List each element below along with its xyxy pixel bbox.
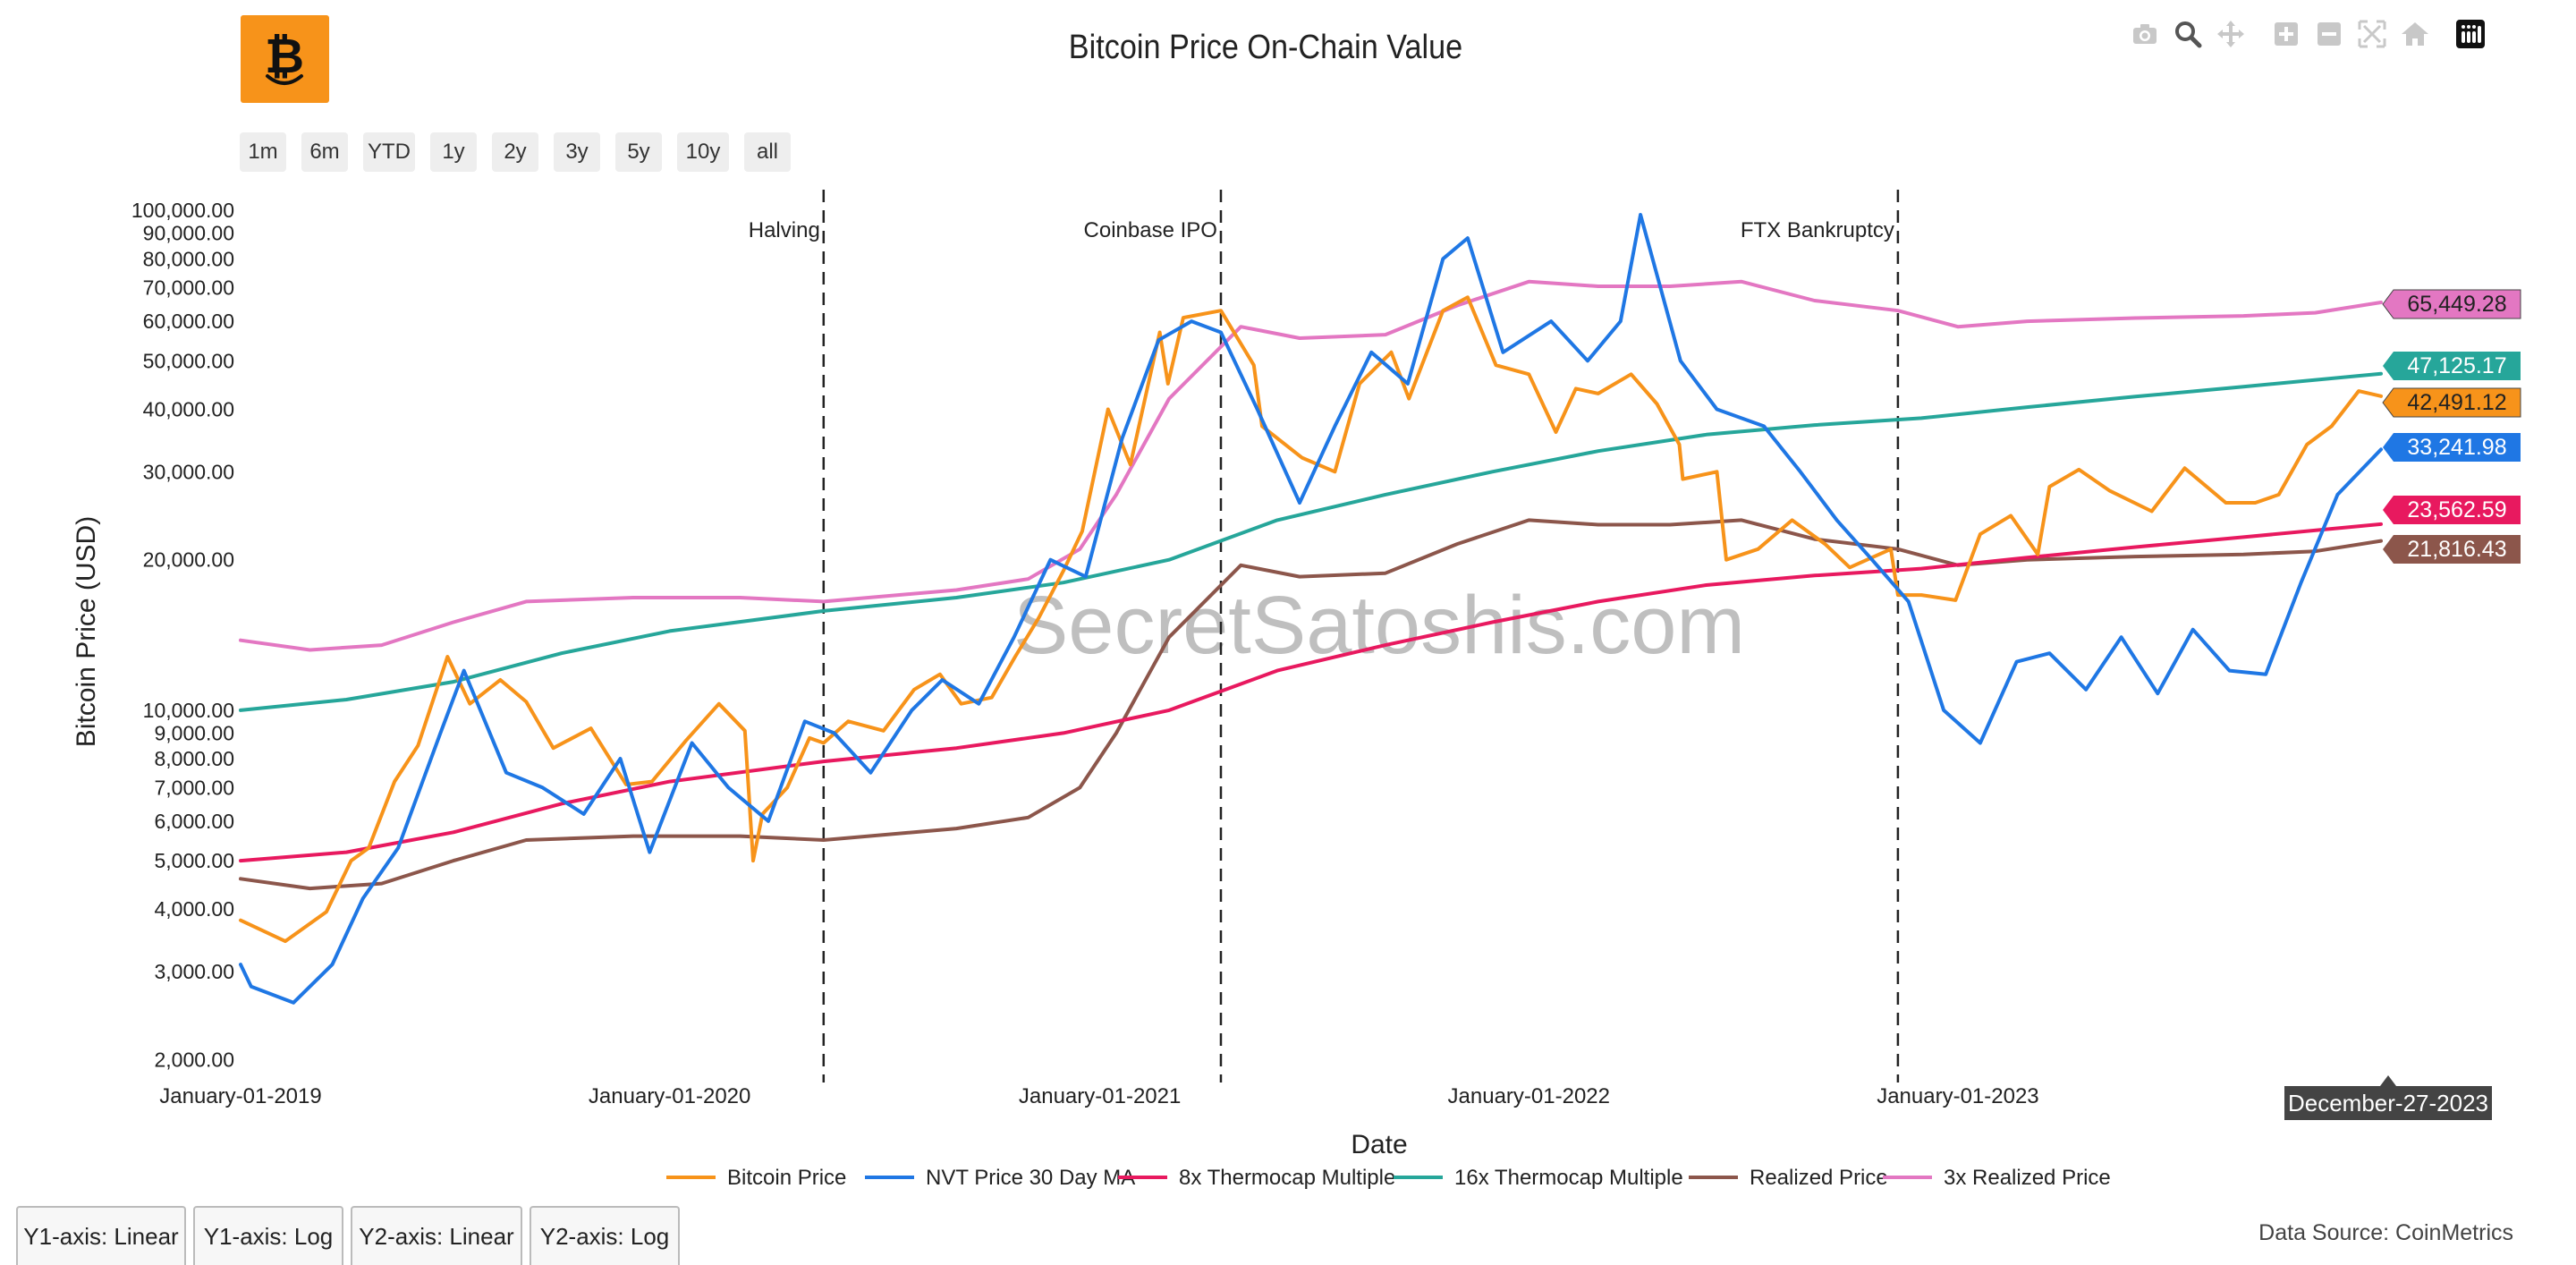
watermark: SecretSatoshis.com xyxy=(1013,580,1745,671)
legend-label: 16x Thermocap Multiple xyxy=(1454,1166,1683,1190)
series-line-3x-realized-price xyxy=(239,279,2383,652)
bitcoin-logo-icon: ₿ xyxy=(265,30,304,85)
y-tick-label: 2,000.00 xyxy=(154,1048,234,1071)
y-tick-label: 9,000.00 xyxy=(154,721,234,744)
logo: ₿ xyxy=(241,15,329,103)
last-value-label: 65,449.28 xyxy=(2382,289,2521,319)
x-tick-label: January-01-2023 xyxy=(1877,1084,2038,1108)
legend-label: Bitcoin Price xyxy=(727,1166,846,1190)
x-tick-label: January-01-2020 xyxy=(589,1084,750,1108)
reset-axes-icon[interactable] xyxy=(2399,18,2431,50)
y-tick-label: 50,000.00 xyxy=(143,349,234,372)
last-value-box xyxy=(2383,496,2521,524)
last-value-text: 23,562.59 xyxy=(2407,497,2506,522)
hover-date-label: December-27-2023 xyxy=(2284,1075,2492,1120)
legend-item[interactable]: 8x Thermocap Multiple xyxy=(1118,1166,1395,1190)
zoom-in-icon[interactable] xyxy=(2270,18,2302,50)
y-tick-label: 5,000.00 xyxy=(154,849,234,872)
range-btn-2y[interactable]: 2y xyxy=(492,132,538,172)
y-axis-title: Bitcoin Price (USD) xyxy=(72,516,101,747)
last-value-box xyxy=(2382,289,2521,319)
legend-label: 8x Thermocap Multiple xyxy=(1179,1166,1395,1190)
y-tick-label: 70,000.00 xyxy=(143,276,234,300)
range-btn-5y[interactable]: 5y xyxy=(615,132,662,172)
last-value-label: 33,241.98 xyxy=(2383,433,2521,462)
y-tick-label: 4,000.00 xyxy=(154,897,234,921)
chart-svg: SecretSatoshis.com 2,000.00 3,000.00 4,000… xyxy=(72,190,2521,1190)
range-btn-ytd[interactable]: YTD xyxy=(363,132,415,172)
last-value-text: 47,125.17 xyxy=(2407,353,2506,378)
series-line-16x-thermocap-multiple xyxy=(239,371,2383,712)
chart-title: Bitcoin Price On-Chain Value xyxy=(1068,29,1463,66)
last-value-box xyxy=(2382,387,2521,418)
series-line-nvt-price-30-day-ma xyxy=(239,213,2383,1005)
legend-item[interactable]: 3x Realized Price xyxy=(1883,1166,2111,1190)
autoscale-icon[interactable] xyxy=(2356,18,2388,50)
tab-y1-axis-linear[interactable]: Y1-axis: Linear xyxy=(16,1206,186,1265)
plotly-logo-icon[interactable] xyxy=(2454,18,2487,50)
hover-date-text: December-27-2023 xyxy=(2288,1090,2488,1116)
range-btn-all[interactable]: all xyxy=(744,132,791,172)
y-tick-label: 3,000.00 xyxy=(154,960,234,983)
y-tick-label: 7,000.00 xyxy=(154,776,234,799)
y-tick-label: 80,000.00 xyxy=(143,247,234,270)
pan-icon[interactable] xyxy=(2215,18,2247,50)
legend-item[interactable]: NVT Price 30 Day MA xyxy=(865,1166,1135,1190)
tab-y2-axis-log[interactable]: Y2-axis: Log xyxy=(530,1206,680,1265)
last-value-text: 33,241.98 xyxy=(2407,435,2506,460)
last-value-label: 23,562.59 xyxy=(2383,496,2521,524)
event-label: Halving xyxy=(749,218,820,242)
legend-label: NVT Price 30 Day MA xyxy=(926,1166,1135,1190)
last-value-text: 42,491.12 xyxy=(2407,390,2506,415)
hover-date-box xyxy=(2284,1075,2492,1120)
range-btn-3y[interactable]: 3y xyxy=(554,132,600,172)
range-btn-1y[interactable]: 1y xyxy=(430,132,477,172)
last-value-text: 65,449.28 xyxy=(2407,292,2506,317)
zoom-out-icon[interactable] xyxy=(2313,18,2345,50)
last-value-text: 21,816.43 xyxy=(2407,537,2506,562)
y-tick-label: 10,000.00 xyxy=(143,699,234,722)
y-tick-label: 20,000.00 xyxy=(143,548,234,572)
y-tick-label: 90,000.00 xyxy=(143,222,234,245)
svg-text:₿: ₿ xyxy=(265,30,304,83)
y-tick-label: 8,000.00 xyxy=(154,747,234,770)
y-tick-label: 100,000.00 xyxy=(131,199,234,222)
series-line-realized-price xyxy=(239,518,2383,891)
tab-y1-axis-log[interactable]: Y1-axis: Log xyxy=(193,1206,343,1265)
legend-item[interactable]: Realized Price xyxy=(1689,1166,1888,1190)
last-value-label: 42,491.12 xyxy=(2382,387,2521,418)
last-value-label: 47,125.17 xyxy=(2383,352,2521,380)
last-value-label: 21,816.43 xyxy=(2383,535,2521,564)
last-value-box xyxy=(2383,433,2521,462)
x-tick-label: January-01-2019 xyxy=(159,1084,321,1108)
last-value-box xyxy=(2383,352,2521,380)
camera-icon[interactable] xyxy=(2129,18,2161,50)
y-tick-label: 6,000.00 xyxy=(154,810,234,833)
range-btn-1m[interactable]: 1m xyxy=(240,132,286,172)
legend-label: 3x Realized Price xyxy=(1944,1166,2111,1190)
data-source: Data Source: CoinMetrics xyxy=(2258,1220,2513,1245)
y-tick-label: 30,000.00 xyxy=(143,460,234,483)
tab-y2-axis-linear[interactable]: Y2-axis: Linear xyxy=(351,1206,522,1265)
y-tick-label: 60,000.00 xyxy=(143,310,234,333)
series-line-8x-thermocap-multiple xyxy=(239,522,2383,863)
legend-item[interactable]: Bitcoin Price xyxy=(666,1166,846,1190)
last-value-box xyxy=(2383,535,2521,564)
range-btn-10y[interactable]: 10y xyxy=(677,132,729,172)
zoom-icon[interactable] xyxy=(2172,18,2204,50)
series-line-bitcoin-price xyxy=(239,295,2383,944)
legend-item[interactable]: 16x Thermocap Multiple xyxy=(1394,1166,1683,1190)
x-tick-label: January-01-2022 xyxy=(1448,1084,1610,1108)
y-tick-label: 40,000.00 xyxy=(143,397,234,420)
range-btn-6m[interactable]: 6m xyxy=(301,132,348,172)
x-axis-title: Date xyxy=(1351,1130,1407,1159)
event-label: FTX Bankruptcy xyxy=(1741,218,1894,242)
x-tick-label: January-01-2021 xyxy=(1019,1084,1181,1108)
event-label: Coinbase IPO xyxy=(1084,218,1217,242)
legend-label: Realized Price xyxy=(1750,1166,1888,1190)
